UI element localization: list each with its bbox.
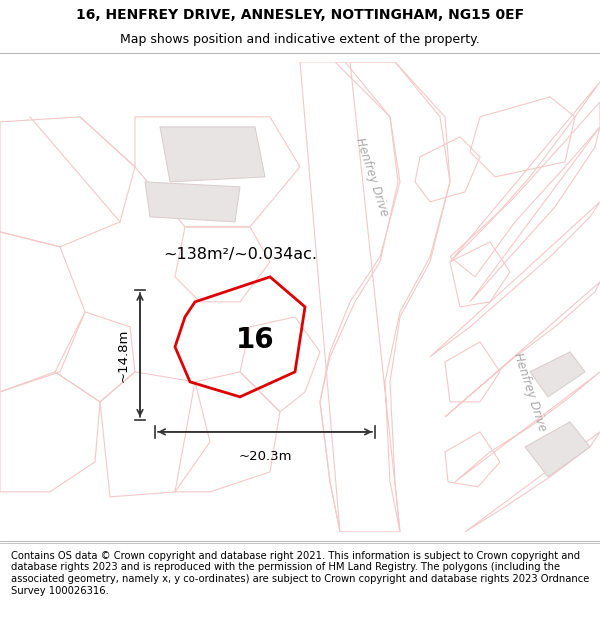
Polygon shape bbox=[530, 352, 585, 397]
Text: 16: 16 bbox=[236, 326, 274, 354]
Text: Contains OS data © Crown copyright and database right 2021. This information is : Contains OS data © Crown copyright and d… bbox=[11, 551, 589, 596]
Polygon shape bbox=[525, 422, 590, 477]
Text: Henfrey Drive: Henfrey Drive bbox=[353, 136, 391, 218]
Text: Map shows position and indicative extent of the property.: Map shows position and indicative extent… bbox=[120, 32, 480, 46]
Text: Henfrey Drive: Henfrey Drive bbox=[511, 351, 549, 433]
Text: ~20.3m: ~20.3m bbox=[238, 450, 292, 463]
Polygon shape bbox=[160, 127, 265, 182]
Text: ~14.8m: ~14.8m bbox=[117, 328, 130, 381]
Text: ~138m²/~0.034ac.: ~138m²/~0.034ac. bbox=[163, 248, 317, 262]
Polygon shape bbox=[145, 182, 240, 222]
Text: 16, HENFREY DRIVE, ANNESLEY, NOTTINGHAM, NG15 0EF: 16, HENFREY DRIVE, ANNESLEY, NOTTINGHAM,… bbox=[76, 8, 524, 22]
